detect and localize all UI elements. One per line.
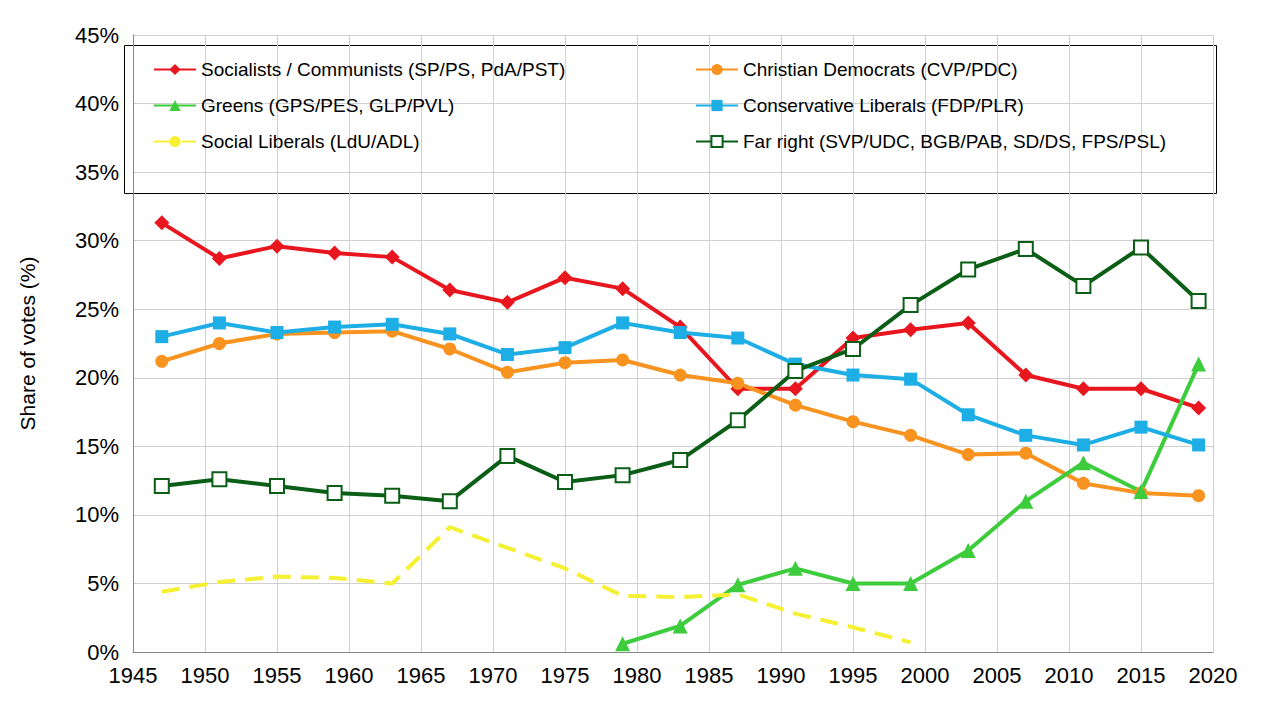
svg-text:Far right (SVP/UDC, BGB/PAB, S: Far right (SVP/UDC, BGB/PAB, SD/DS, FPS/… bbox=[743, 131, 1166, 152]
svg-text:1945: 1945 bbox=[109, 663, 158, 688]
svg-text:Social Liberals (LdU/ADL): Social Liberals (LdU/ADL) bbox=[201, 131, 420, 152]
svg-text:0%: 0% bbox=[87, 640, 119, 665]
svg-text:2010: 2010 bbox=[1045, 663, 1094, 688]
svg-text:1990: 1990 bbox=[757, 663, 806, 688]
svg-text:45%: 45% bbox=[75, 23, 119, 48]
svg-text:10%: 10% bbox=[75, 502, 119, 527]
svg-text:2005: 2005 bbox=[973, 663, 1022, 688]
svg-text:40%: 40% bbox=[75, 91, 119, 116]
svg-text:2020: 2020 bbox=[1189, 663, 1238, 688]
svg-text:Share of votes (%): Share of votes (%) bbox=[16, 257, 39, 431]
svg-text:1980: 1980 bbox=[613, 663, 662, 688]
svg-text:Greens (GPS/PES, GLP/PVL): Greens (GPS/PES, GLP/PVL) bbox=[201, 95, 454, 116]
svg-text:Conservative Liberals (FDP/PLR: Conservative Liberals (FDP/PLR) bbox=[743, 95, 1024, 116]
svg-text:1960: 1960 bbox=[325, 663, 374, 688]
svg-text:1950: 1950 bbox=[181, 663, 230, 688]
svg-text:2015: 2015 bbox=[1117, 663, 1166, 688]
svg-text:15%: 15% bbox=[75, 434, 119, 459]
svg-text:2000: 2000 bbox=[901, 663, 950, 688]
svg-text:30%: 30% bbox=[75, 228, 119, 253]
svg-text:35%: 35% bbox=[75, 160, 119, 185]
svg-text:1955: 1955 bbox=[253, 663, 302, 688]
svg-text:5%: 5% bbox=[87, 571, 119, 596]
svg-text:Socialists / Communists (SP/PS: Socialists / Communists (SP/PS, PdA/PST) bbox=[201, 59, 565, 80]
svg-text:1975: 1975 bbox=[541, 663, 590, 688]
svg-text:20%: 20% bbox=[75, 365, 119, 390]
svg-text:1970: 1970 bbox=[469, 663, 518, 688]
svg-text:1995: 1995 bbox=[829, 663, 878, 688]
svg-text:Christian Democrats (CVP/PDC): Christian Democrats (CVP/PDC) bbox=[743, 59, 1018, 80]
svg-text:1985: 1985 bbox=[685, 663, 734, 688]
svg-text:1965: 1965 bbox=[397, 663, 446, 688]
svg-text:25%: 25% bbox=[75, 297, 119, 322]
